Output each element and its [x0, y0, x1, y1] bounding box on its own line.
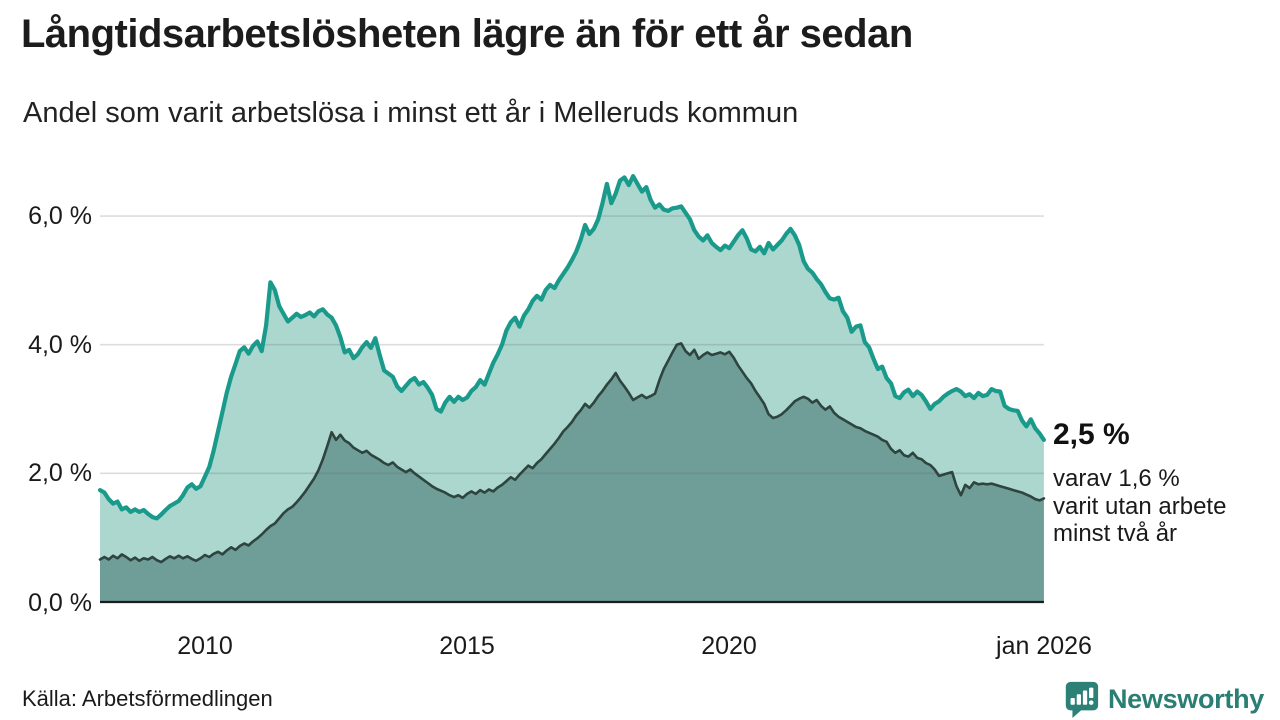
page-subtitle: Andel som varit arbetslösa i minst ett å…	[23, 97, 799, 129]
newsworthy-brand: Newsworthy	[1062, 680, 1264, 718]
x-axis-label-2020: 2020	[701, 632, 757, 660]
x-axis-label-2010: 2010	[177, 632, 233, 660]
y-axis-label-6: 6,0 %	[28, 202, 92, 230]
source-text: Källa: Arbetsförmedlingen	[22, 686, 273, 711]
newsworthy-brand-text: Newsworthy	[1107, 683, 1264, 714]
x-axis-label-jan2026: jan 2026	[996, 632, 1092, 660]
annotation-detail-line3: minst två år	[1053, 520, 1178, 547]
latest-value-annotation: 2,5 % varav 1,6 % varit utan arbete mins…	[1053, 418, 1273, 548]
page-title: Långtidsarbetslösheten lägre än för ett …	[21, 12, 913, 56]
line-total	[97, 174, 1046, 521]
line-two-years	[98, 342, 1046, 564]
annotation-detail-line1: varav 1,6 %	[1053, 465, 1180, 492]
y-axis-label-2: 2,0 %	[28, 459, 92, 487]
annotation-value: 2,5 %	[1053, 418, 1130, 451]
annotation-detail-line2: varit utan arbete	[1053, 492, 1227, 520]
y-axis-label-4: 4,0 %	[28, 331, 92, 359]
newsworthy-logo-icon	[1065, 681, 1099, 718]
y-axis-label-0: 0,0 %	[28, 589, 92, 617]
area-two-years-fill	[100, 343, 1044, 602]
x-axis-label-2015: 2015	[439, 632, 495, 660]
